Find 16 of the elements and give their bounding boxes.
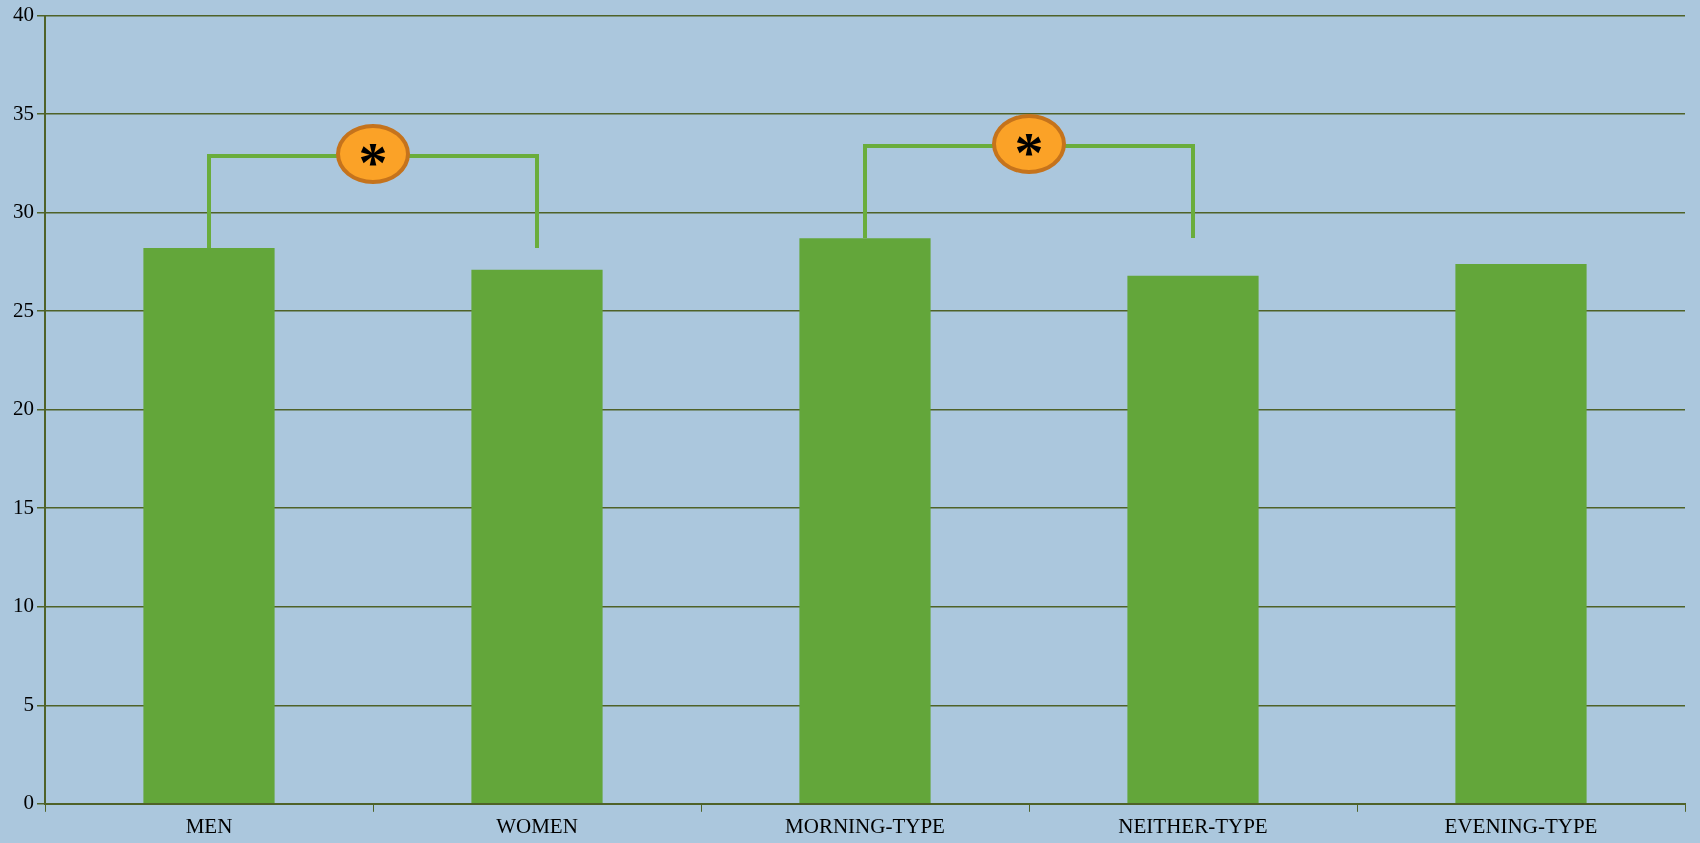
y-tick-label: 35 xyxy=(13,100,34,125)
y-tick-label: 40 xyxy=(13,2,34,27)
y-tick-label: 0 xyxy=(23,790,34,815)
annotation: * xyxy=(1014,119,1044,185)
x-tick-label: MORNING-TYPE xyxy=(785,813,945,838)
y-tick-label: 15 xyxy=(13,494,34,519)
x-tick-label: EVENING-TYPE xyxy=(1444,813,1598,838)
x-tick-label: NEITHER-TYPE xyxy=(1118,813,1268,838)
y-tick-label: 30 xyxy=(13,199,34,224)
x-tick-label: WOMEN xyxy=(496,813,578,838)
x-tick-label: MEN xyxy=(185,813,233,838)
y-tick-label: 20 xyxy=(13,396,34,421)
annotation: * xyxy=(358,129,388,195)
y-tick-label: 10 xyxy=(13,593,34,618)
y-tick-label: 5 xyxy=(23,691,34,716)
y-tick-label: 25 xyxy=(13,297,34,322)
